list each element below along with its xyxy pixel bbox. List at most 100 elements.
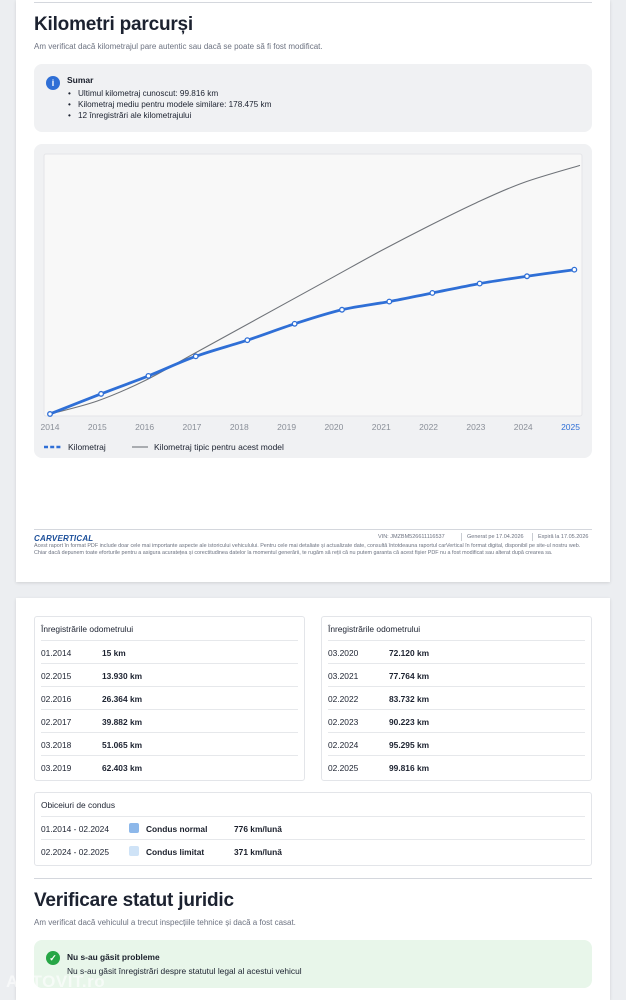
row-date: 02.2025 [328,763,359,773]
plot-area [43,153,583,417]
mileage-point [291,320,298,327]
row-value: 51.065 km [102,740,143,750]
driving-habits-table: Obiceiuri de condus 01.2014 - 02.2024 Co… [34,792,592,866]
row-rate: 776 km/lună [234,824,282,834]
mileage-point [429,290,436,296]
divider [34,2,592,3]
row-value: 77.764 km [389,671,430,681]
row-value: 26.364 km [102,694,143,704]
expiry-date: Expiră la 17.05.2026 [538,534,589,540]
x-tick-label: 2023 [466,422,485,432]
row-value: 99.816 km [389,763,430,773]
row-value: 95.295 km [389,740,430,750]
summary-item: Ultimul kilometraj cunoscut: 99.816 km [67,88,271,99]
row-date: 02.2015 [41,671,72,681]
x-tick-label: 2021 [372,422,391,432]
row-date: 02.2016 [41,694,72,704]
mileage-section-subtitle: Am verificat dacă kilometrajul pare aute… [34,42,323,51]
x-tick-label: 2022 [419,422,438,432]
legend-label-mileage: Kilometraj [68,442,106,452]
divider [532,533,533,541]
mileage-chart-svg: 2014 2015 2016 2017 2018 2019 2020 2021 2022 2023… [41,153,583,452]
row-period: 02.2024 - 02.2025 [41,847,109,857]
summary-list: Ultimul kilometraj cunoscut: 99.816 km K… [67,88,271,121]
x-tick-label: 2018 [230,422,249,432]
mileage-line [48,268,576,416]
summary-box: i Sumar Ultimul kilometraj cunoscut: 99.… [34,64,592,132]
mileage-point [47,411,53,417]
mileage-point [192,353,199,360]
mileage-point [386,298,393,305]
check-icon: ✓ [46,951,60,965]
table-row: 02.2022 83.732 km [328,686,585,709]
report-page-1: Kilometri parcurși Am verificat dacă kil… [16,0,610,582]
table-row: 02.2015 13.930 km [41,663,298,686]
row-date: 02.2022 [328,694,359,704]
legend-label-typical: Kilometraj tipic pentru acest model [154,442,284,452]
typical-mileage-line [49,164,581,415]
legend-swatch [129,823,139,833]
report-page-2: Înregistrările odometrului 01.2014 15 km … [16,598,610,1000]
x-tick-label: 2017 [183,422,202,432]
x-tick-label: 2015 [88,422,107,432]
legal-status-title: Nu s-au găsit probleme [67,952,160,962]
summary-item: Kilometraj mediu pentru modele similare:… [67,99,271,110]
row-date: 03.2018 [41,740,72,750]
mileage-point [476,280,483,287]
x-tick-label: 2019 [277,422,296,432]
mileage-chart: 2014 2015 2016 2017 2018 2019 2020 2021 2022 2023… [34,144,592,458]
odometer-table-right: Înregistrările odometrului 03.2020 72.120… [321,616,592,781]
carvertical-logo: CARVERTICAL [34,534,94,543]
mileage-point [244,337,251,344]
divider [34,878,592,879]
table-title: Obiceiuri de condus [41,800,116,810]
table-title: Înregistrările odometrului [41,624,134,634]
vin-label: VIN: JMZBM526611116537 [378,534,445,540]
info-icon: i [46,76,60,90]
mileage-point [339,306,345,313]
x-tick-label: 2024 [514,422,533,432]
table-row: 03.2021 77.764 km [328,663,585,686]
x-tick-label: 2014 [41,422,60,432]
generated-date: Generat pe 17.04.2026 [467,534,524,540]
table-row: 02.2017 39.882 km [41,709,298,732]
row-period: 01.2014 - 02.2024 [41,824,109,834]
row-date: 03.2019 [41,763,72,773]
summary-item: 12 înregistrări ale kilometrajului [67,110,271,121]
table-row: 02.2025 99.816 km [328,755,585,778]
row-value: 15 km [102,648,126,658]
legend-swatch [129,846,139,856]
row-value: 90.223 km [389,717,430,727]
table-row: 03.2020 72.120 km [328,640,585,663]
x-tick-label: 2020 [324,422,343,432]
odometer-table-left: Înregistrările odometrului 01.2014 15 km … [34,616,305,781]
mileage-point [145,372,152,379]
row-value: 62.403 km [102,763,143,773]
table-row: 03.2019 62.403 km [41,755,298,778]
legal-section-subtitle: Am verificat dacă vehiculul a trecut ins… [34,918,296,927]
summary-title: Sumar [67,75,94,85]
table-row: 03.2018 51.065 km [41,732,298,755]
row-date: 02.2024 [328,740,359,750]
legal-status-text: Nu s-au găsit înregistrări despre statut… [67,966,302,976]
table-row: 02.2016 26.364 km [41,686,298,709]
disclaimer-text: Acest raport în format PDF include doar … [34,543,581,556]
autovit-watermark: AUTOVIT.ro [6,972,106,991]
row-value: 83.732 km [389,694,430,704]
mileage-point [524,273,530,280]
row-date: 01.2014 [41,648,72,658]
mileage-point [98,390,105,397]
table-row: 01.2014 - 02.2024 Condus normal 776 km/l… [41,816,585,839]
row-value: 39.882 km [102,717,143,727]
row-label: Condus limitat [146,847,205,857]
row-date: 03.2020 [328,648,359,658]
row-date: 02.2017 [41,717,72,727]
table-title: Înregistrările odometrului [328,624,421,634]
table-row: 02.2023 90.223 km [328,709,585,732]
row-label: Condus normal [146,824,208,834]
mileage-section-title: Kilometri parcurși [34,14,194,35]
row-date: 02.2023 [328,717,359,727]
x-tick-label: 2025 [561,422,580,432]
table-row: 01.2014 15 km [41,640,298,663]
mileage-point [571,266,578,273]
